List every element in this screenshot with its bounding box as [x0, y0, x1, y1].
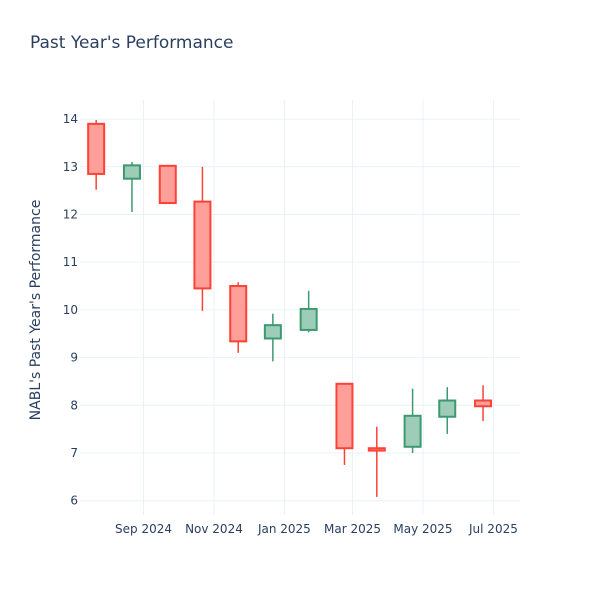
candle-layer	[87, 120, 493, 497]
candle-up	[263, 313, 282, 362]
candle-down	[474, 385, 493, 422]
y-axis-title: NABL's Past Year's Performance	[28, 200, 44, 421]
y-tick-label: 14	[63, 112, 78, 126]
y-tick-label: 8	[70, 398, 78, 412]
y-tick-label: 6	[70, 494, 78, 508]
x-tick-label: Mar 2025	[324, 522, 381, 536]
candle-up	[122, 162, 141, 213]
candle-body	[158, 164, 177, 205]
grid-layer	[80, 100, 520, 515]
x-tick-label: Jul 2025	[468, 522, 518, 536]
y-tick-label: 12	[63, 207, 78, 221]
y-tick-label: 10	[63, 303, 78, 317]
candle-body	[229, 285, 248, 343]
candle-down	[367, 426, 386, 497]
candle-down	[87, 120, 106, 190]
candle-up	[438, 387, 457, 434]
candle-down	[193, 166, 212, 311]
candle-up	[299, 290, 318, 333]
y-tick-label: 13	[63, 160, 78, 174]
candle-body	[263, 324, 282, 340]
candle-down	[158, 164, 177, 205]
x-tick-label: Nov 2024	[185, 522, 243, 536]
candle-body	[438, 399, 457, 418]
y-tick-label: 7	[70, 446, 78, 460]
candle-down	[229, 282, 248, 353]
candle-body	[367, 447, 386, 452]
chart-title: Past Year's Performance	[30, 33, 234, 53]
candle-body	[335, 382, 354, 450]
candle-body	[474, 399, 493, 408]
candle-body	[122, 164, 141, 180]
tick-layer: 6 7 8 9 10 11 12 13 14 Sep 2024 Nov 2024 Jan 2025 Ma…	[63, 112, 518, 536]
y-tick-label: 11	[63, 255, 78, 269]
candle-body	[403, 414, 422, 448]
candle-body	[299, 307, 318, 331]
x-tick-label: May 2025	[393, 522, 452, 536]
candle-body	[193, 200, 212, 290]
x-tick-label: Jan 2025	[257, 522, 311, 536]
candle-up	[403, 388, 422, 453]
y-tick-label: 9	[70, 351, 78, 365]
candle-down	[335, 382, 354, 465]
x-tick-label: Sep 2024	[115, 522, 172, 536]
candle-body	[87, 122, 106, 175]
